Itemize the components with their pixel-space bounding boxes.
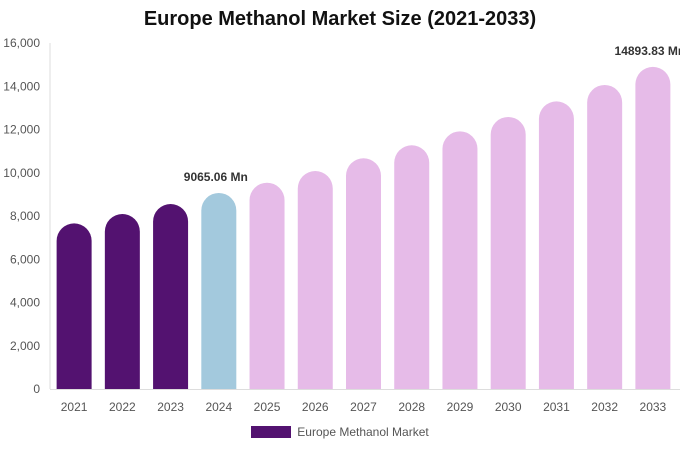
- bar-2028: [394, 145, 430, 389]
- x-tick-label: 2032: [591, 400, 618, 414]
- y-tick-label: 16,000: [3, 36, 40, 50]
- y-tick-label: 8,000: [10, 209, 40, 223]
- bar-2030: [490, 116, 526, 389]
- legend-swatch: [251, 426, 292, 438]
- y-tick-label: 2,000: [10, 339, 40, 353]
- bar-2031: [538, 101, 574, 389]
- bar-2024: [201, 192, 237, 389]
- legend-label: Europe Methanol Market: [297, 425, 429, 439]
- x-tick-label: 2030: [495, 400, 522, 414]
- y-tick-label: 14,000: [3, 79, 40, 93]
- bar-2022: [104, 214, 140, 389]
- x-tick-label: 2028: [398, 400, 425, 414]
- x-tick-label: 2026: [302, 400, 329, 414]
- x-tick-label: 2029: [447, 400, 474, 414]
- x-tick-label: 2033: [640, 400, 667, 414]
- y-tick-label: 6,000: [10, 252, 40, 266]
- x-tick-label: 2023: [157, 400, 184, 414]
- y-tick-label: 0: [33, 382, 40, 396]
- bar-2023: [153, 203, 189, 389]
- bar-2027: [346, 158, 381, 389]
- data-label: 14893.83 Mn: [615, 44, 680, 58]
- x-tick-label: 2031: [543, 400, 570, 414]
- data-label: 9065.06 Mn: [184, 170, 248, 184]
- bar-2026: [297, 171, 333, 389]
- bar-2021: [56, 223, 92, 389]
- x-tick-label: 2021: [61, 400, 88, 414]
- y-tick-label: 12,000: [3, 123, 40, 137]
- y-tick-label: 10,000: [3, 166, 40, 180]
- x-tick-label: 2025: [254, 400, 281, 414]
- x-tick-label: 2027: [350, 400, 377, 414]
- chart-title: Europe Methanol Market Size (2021-2033): [143, 8, 537, 30]
- x-tick-label: 2024: [205, 400, 232, 414]
- x-tick-label: 2022: [109, 400, 136, 414]
- bar-2025: [249, 182, 285, 389]
- y-tick-label: 4,000: [10, 296, 40, 310]
- bar-2032: [587, 84, 623, 389]
- bar-2029: [442, 131, 478, 389]
- legend: Europe Methanol Market: [0, 425, 680, 439]
- bar-2033: [635, 66, 671, 389]
